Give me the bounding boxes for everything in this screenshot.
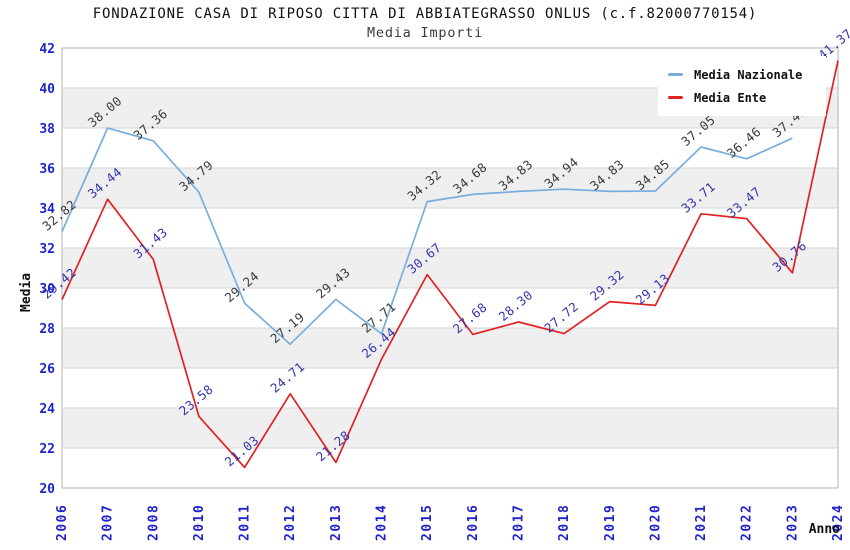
legend-item-media-ente: Media Ente: [668, 86, 820, 109]
x-tick-label: 2017: [511, 504, 526, 541]
x-tick-label: 2012: [283, 504, 298, 541]
y-tick-label: 22: [39, 442, 55, 457]
x-tick-label: 2014: [375, 504, 390, 541]
y-tick-label: 40: [39, 82, 55, 97]
media-ente-line-swatch: [668, 96, 683, 99]
y-tick-label: 42: [39, 42, 55, 57]
chart-subtitle: Media Importi: [366, 25, 484, 41]
plot-band: [62, 248, 838, 288]
y-tick-label: 36: [39, 162, 55, 177]
x-tick-label: 2022: [740, 504, 755, 541]
y-tick-label: 34: [39, 202, 55, 217]
y-tick-label: 38: [39, 122, 55, 137]
x-axis-title: Anno: [809, 522, 840, 537]
legend-item-media-nazionale: Media Nazionale: [668, 63, 820, 86]
plot-band: [62, 328, 838, 368]
media-nazionale-line-swatch: [668, 73, 683, 76]
chart-title: FONDAZIONE CASA DI RIPOSO CITTA DI ABBIA…: [92, 6, 758, 22]
x-tick-label: 2008: [146, 504, 161, 541]
y-tick-label: 26: [39, 362, 55, 377]
x-tick-label: 2006: [55, 504, 70, 541]
x-tick-label: 2024: [831, 504, 846, 541]
x-tick-label: 2020: [648, 504, 663, 541]
x-tick-label: 2019: [603, 504, 618, 541]
y-tick-label: 32: [39, 242, 55, 257]
x-tick-label: 2023: [785, 504, 800, 541]
x-tick-label: 2018: [557, 504, 572, 541]
x-tick-label: 2010: [192, 504, 207, 541]
legend-label-media-nazionale: Media Nazionale: [694, 67, 803, 82]
y-axis-title: Media: [19, 273, 34, 312]
media-nazionale-line: [61, 127, 793, 346]
data-label-media-nazionale: 36.46: [724, 124, 764, 161]
y-tick-label: 24: [39, 402, 55, 417]
x-tick-label: 2016: [466, 504, 481, 541]
data-label-media-ente: 28.30: [496, 287, 536, 324]
plot-band: [62, 408, 838, 448]
y-tick-label: 30: [39, 282, 55, 297]
plot-frame: [61, 47, 839, 489]
x-tick-label: 2021: [694, 504, 709, 541]
legend-label-media-ente: Media Ente: [694, 90, 767, 105]
x-tick-label: 2015: [420, 504, 435, 541]
plot-band: [62, 168, 838, 208]
y-tick-label: 28: [39, 322, 55, 337]
x-tick-label: 2013: [329, 504, 344, 541]
y-tick-label: 20: [39, 482, 55, 497]
x-tick-label: 2011: [238, 504, 253, 541]
x-tick-label: 2007: [101, 504, 116, 541]
media-ente-line: [61, 60, 839, 469]
legend: Media Nazionale Media Ente: [658, 56, 826, 116]
